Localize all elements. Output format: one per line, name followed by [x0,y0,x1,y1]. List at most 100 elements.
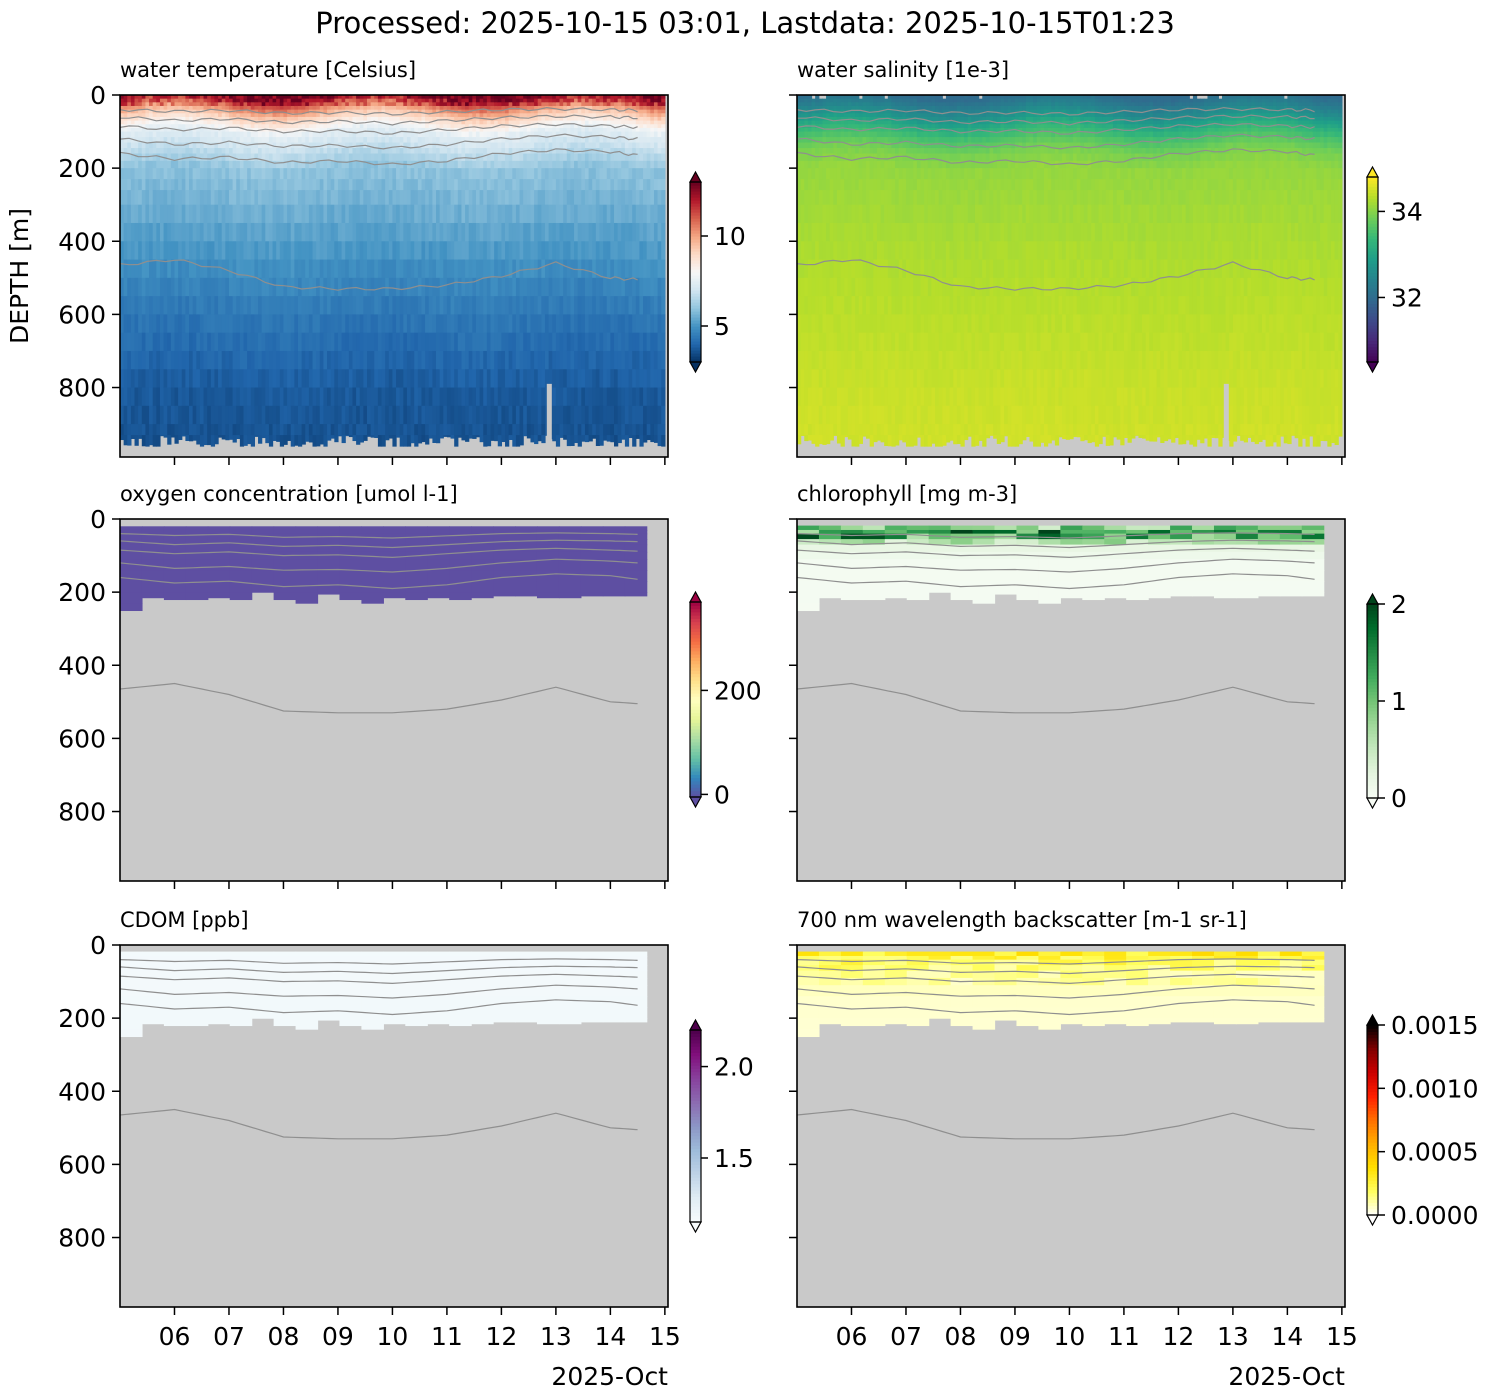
data-cell [497,127,502,133]
data-cell [614,296,619,315]
data-cell [392,387,397,407]
data-cell [254,168,259,180]
data-cell [566,350,572,370]
data-cell [414,405,419,425]
data-cell [414,113,419,118]
data-cell [479,116,484,122]
data-cell [156,332,161,352]
data-cell [450,296,455,315]
data-cell [505,124,510,129]
data-cell [592,204,597,224]
data-cell [432,105,437,111]
data-cell [541,350,546,370]
data-cell [138,350,143,370]
data-cell [439,405,444,425]
data-cell [341,314,346,334]
data-cell [258,113,263,118]
data-cell [189,102,194,107]
data-cell [417,241,423,261]
data-cell [207,105,212,111]
data-cell [475,116,481,122]
data-cell [592,102,597,107]
data-cell [548,332,553,352]
data-cell [617,105,622,111]
data-cell [428,314,433,334]
data-cell [490,277,495,297]
data-cell [210,332,216,352]
data-cell [432,435,437,443]
data-cell [367,241,372,261]
data-cell [494,435,499,442]
data-cell [327,105,332,111]
data-cell [367,190,372,206]
data-cell [247,222,252,242]
data-cell [392,127,397,133]
data-cell [370,98,375,103]
data-cell [185,190,190,206]
data-cell [428,369,433,389]
data-cell [265,387,270,407]
data-cell [141,369,147,389]
data-cell [505,142,510,149]
data-cell [196,350,201,370]
data-cell [352,137,357,144]
data-cell [486,142,492,149]
data-cell [559,259,564,279]
data-cell [243,350,248,370]
data-cell [258,369,263,389]
data-cell [127,387,132,407]
data-cell [138,277,143,297]
data-cell [287,113,292,118]
data-cell [334,259,339,279]
data-cell [606,435,611,442]
data-cell [465,124,470,129]
data-cell [301,405,306,425]
data-cell [428,120,433,125]
data-cell [283,179,288,191]
data-cell [178,95,183,100]
data-cell [258,142,263,149]
data-cell [345,98,350,103]
data-cell [410,204,415,224]
data-cell [174,296,179,315]
data-cell [149,168,154,180]
data-cell [123,105,128,111]
data-cell [624,332,630,352]
data-cell [377,259,383,279]
data-cell [414,259,419,279]
data-cell [508,190,513,206]
data-cell [577,98,582,103]
data-cell [258,314,263,334]
data-cell [374,222,379,242]
data-cell [308,102,314,107]
data-cell [203,124,208,129]
data-cell [657,142,662,149]
data-cell [232,277,237,297]
data-cell [218,142,223,149]
data-cell [588,296,593,315]
data-cell [145,148,150,155]
data-cell [228,277,234,297]
data-cell [650,127,655,133]
data-cell [610,109,615,114]
data-cell [646,95,651,100]
data-cell [443,124,448,129]
data-cell [159,190,165,206]
data-cell [159,127,165,133]
data-cell [301,116,306,122]
data-cell [588,168,593,180]
data-cell [603,190,608,206]
data-cell [207,387,212,407]
data-cell [454,277,459,297]
data-cell [370,127,375,133]
data-cell [425,259,430,279]
data-cell [308,160,314,169]
data-cell [548,124,553,129]
data-cell [657,98,662,103]
data-cell [356,105,361,111]
data-cell [574,190,579,206]
data-cell [494,127,499,133]
data-cell [643,369,648,389]
data-cell [210,405,216,425]
data-cell [475,113,481,118]
